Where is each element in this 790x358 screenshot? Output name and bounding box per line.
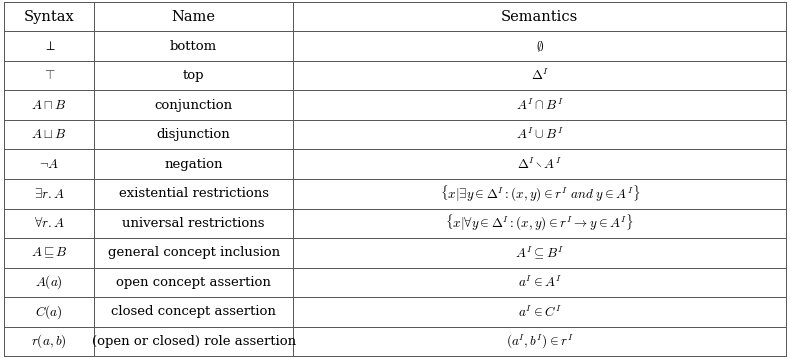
Text: negation: negation bbox=[164, 158, 223, 171]
Text: $A(a)$: $A(a)$ bbox=[35, 274, 63, 291]
Text: $\forall r.A$: $\forall r.A$ bbox=[33, 216, 64, 230]
Text: $A^{I} \cap B^{I}$: $A^{I} \cap B^{I}$ bbox=[516, 97, 563, 113]
Text: top: top bbox=[182, 69, 205, 82]
Text: closed concept assertion: closed concept assertion bbox=[111, 305, 276, 318]
Text: general concept inclusion: general concept inclusion bbox=[107, 246, 280, 259]
Text: $a^{I} \in A^{I}$: $a^{I} \in A^{I}$ bbox=[517, 275, 562, 290]
Text: $\top$: $\top$ bbox=[42, 69, 56, 82]
Text: Name: Name bbox=[171, 10, 216, 24]
Text: $\Delta^{I} \setminus A^{I}$: $\Delta^{I} \setminus A^{I}$ bbox=[517, 156, 562, 172]
Text: Syntax: Syntax bbox=[24, 10, 74, 24]
Text: $a^{I} \in C^{I}$: $a^{I} \in C^{I}$ bbox=[517, 304, 562, 320]
Text: $A \sqcap B$: $A \sqcap B$ bbox=[32, 99, 66, 112]
Text: open concept assertion: open concept assertion bbox=[116, 276, 271, 289]
Text: disjunction: disjunction bbox=[156, 128, 231, 141]
Text: $A^{I} \cup B^{I}$: $A^{I} \cup B^{I}$ bbox=[516, 127, 563, 142]
Text: $A \sqsubseteq B$: $A \sqsubseteq B$ bbox=[31, 246, 67, 260]
Text: conjunction: conjunction bbox=[155, 99, 233, 112]
Text: $\emptyset$: $\emptyset$ bbox=[536, 39, 544, 54]
Text: $\exists r.A$: $\exists r.A$ bbox=[33, 187, 64, 201]
Text: $(a^{I},b^{I}) \in r^{I}$: $(a^{I},b^{I}) \in r^{I}$ bbox=[506, 332, 574, 350]
Text: $\{x|\exists y \in \Delta^{I} : (x,y) \in r^{I} \mathit{\ and\ } y \in A^{I}\}$: $\{x|\exists y \in \Delta^{I} : (x,y) \i… bbox=[439, 184, 640, 204]
Text: $C(a)$: $C(a)$ bbox=[36, 303, 62, 321]
Text: universal restrictions: universal restrictions bbox=[122, 217, 265, 230]
Text: $A^{I} \subseteq B^{I}$: $A^{I} \subseteq B^{I}$ bbox=[515, 245, 564, 261]
Text: $\perp$: $\perp$ bbox=[43, 40, 55, 53]
Text: $\Delta^{I}$: $\Delta^{I}$ bbox=[531, 68, 549, 83]
Text: (open or closed) role assertion: (open or closed) role assertion bbox=[92, 335, 295, 348]
Text: $\{x|\forall y \in \Delta^{I} : (x,y) \in r^{I} \to y \in A^{I}\}$: $\{x|\forall y \in \Delta^{I} : (x,y) \i… bbox=[446, 213, 634, 233]
Text: Semantics: Semantics bbox=[501, 10, 578, 24]
Text: existential restrictions: existential restrictions bbox=[118, 187, 269, 200]
Text: $\neg A$: $\neg A$ bbox=[39, 158, 59, 171]
Text: $A \sqcup B$: $A \sqcup B$ bbox=[32, 128, 66, 141]
Text: bottom: bottom bbox=[170, 40, 217, 53]
Text: $r(a,b)$: $r(a,b)$ bbox=[31, 333, 66, 350]
